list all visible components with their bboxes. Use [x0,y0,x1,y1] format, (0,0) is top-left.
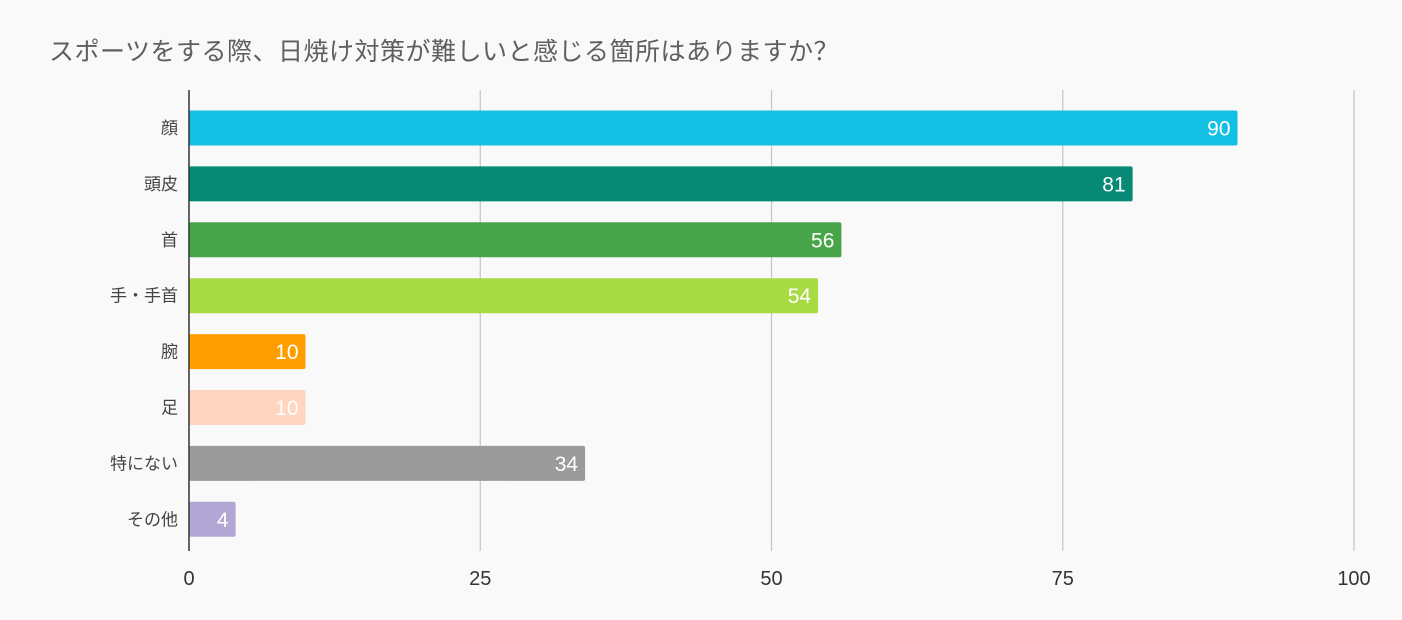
category-label: 手・手首 [110,287,178,307]
data-label: 81 [1102,173,1125,196]
category-label: 顔 [161,119,178,139]
data-label: 4 [217,509,229,532]
category-label: 首 [161,231,178,251]
category-label: 腕 [161,343,178,363]
category-label: 足 [161,399,178,419]
data-label: 90 [1207,118,1230,141]
chart-title: スポーツをする際、日焼け対策が難しいと感じる箇所はありますか？ [49,37,840,66]
x-tick-label: 100 [1337,568,1370,590]
bar [189,390,306,425]
category-label: その他 [127,510,178,530]
x-tick-label: 50 [760,568,782,590]
bar [189,222,842,258]
data-label: 54 [788,285,812,308]
category-label: 特にない [110,454,178,474]
bar [189,166,1133,202]
data-label: 10 [275,397,298,420]
bar [189,445,586,481]
data-label: 56 [811,229,834,252]
gridlines [479,90,1355,551]
x-axis-tick-labels: 0 25 50 75 100 [183,568,1370,590]
bar [189,501,236,537]
data-label: 10 [275,341,298,364]
bars: 90 81 56 54 10 10 34 4 [189,110,1238,537]
x-tick-label: 25 [469,568,491,590]
bar [189,334,306,370]
category-label: 頭皮 [144,175,178,195]
x-tick-label: 0 [183,568,194,590]
bar [189,110,1238,146]
x-tick-label: 75 [1052,568,1074,590]
data-label: 34 [555,453,579,476]
bar [189,278,819,314]
